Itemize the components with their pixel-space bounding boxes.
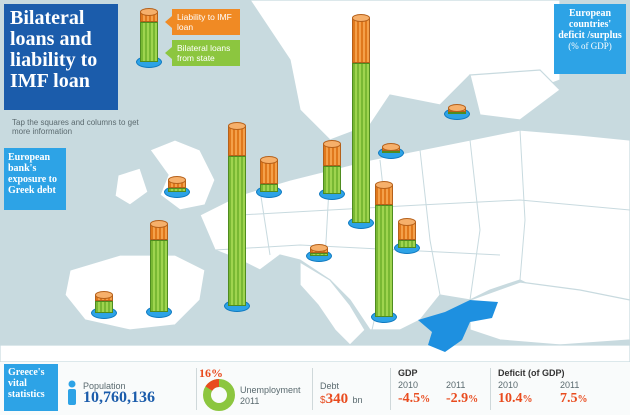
- deficit-2011-value: 7.5%: [560, 391, 588, 406]
- divider: [312, 368, 313, 410]
- country-column[interactable]: [136, 8, 162, 68]
- debt-label: Debt: [320, 381, 340, 391]
- map-uk[interactable]: [149, 139, 216, 211]
- deficit-gdp-label: Deficit (of GDP): [498, 368, 565, 378]
- country-column[interactable]: [306, 244, 332, 262]
- unemployment-label: Unemployment: [240, 385, 301, 395]
- deficit-unit: (% of GDP): [568, 41, 612, 51]
- map-africa[interactable]: [0, 344, 630, 363]
- country-column[interactable]: [146, 220, 172, 318]
- page-title: Bilateral loans and liability to IMF loa…: [4, 4, 118, 110]
- gdp-year-2011: 2011: [446, 380, 466, 390]
- person-icon: [68, 380, 76, 405]
- country-column[interactable]: [91, 291, 117, 319]
- map-ireland[interactable]: [114, 167, 149, 206]
- gdp-label: GDP: [398, 368, 418, 378]
- unemployment-year: 2011: [240, 396, 260, 406]
- gdp-2010-value: -4.5%: [398, 391, 431, 406]
- map-finland[interactable]: [469, 69, 561, 121]
- population-label: Population: [83, 381, 126, 391]
- divider: [196, 368, 197, 410]
- deficit-title: European countries' deficit /surplus: [558, 8, 622, 41]
- country-column[interactable]: [224, 122, 250, 312]
- debt-value: $340 bn: [320, 391, 363, 407]
- deficit-2010-value: 10.4%: [498, 391, 533, 406]
- deficit-surplus-button[interactable]: European countries' deficit /surplus (% …: [554, 4, 626, 74]
- legend-bilateral: Bilateral loans from state: [165, 40, 240, 66]
- vital-stats-heading: Greece's vital statistics: [4, 364, 58, 411]
- map-iberia[interactable]: [64, 254, 206, 331]
- unemployment-donut: [203, 379, 235, 411]
- country-column[interactable]: [371, 181, 397, 323]
- tap-hint: Tap the squares and columns to get more …: [12, 118, 139, 136]
- vital-stats-bar: [0, 362, 630, 415]
- divider: [490, 368, 491, 410]
- gdp-2011-value: -2.9%: [446, 391, 479, 406]
- map-scandinavia[interactable]: [249, 0, 561, 141]
- gdp-year-2010: 2010: [398, 380, 419, 390]
- deficit-year-2010: 2010: [498, 380, 519, 390]
- country-column[interactable]: [256, 156, 282, 198]
- divider: [390, 368, 391, 410]
- country-column[interactable]: [444, 104, 470, 120]
- bank-exposure-button[interactable]: European bank's exposure to Greek debt: [4, 148, 66, 210]
- map-turkey[interactable]: [469, 281, 630, 346]
- country-column[interactable]: [319, 140, 345, 200]
- country-column[interactable]: [394, 218, 420, 254]
- deficit-year-2011: 2011: [560, 380, 580, 390]
- country-column[interactable]: [164, 176, 190, 198]
- population-value: 10,760,136: [83, 389, 155, 406]
- legend-imf: Liability to IMF loan: [165, 9, 240, 35]
- unemployment-percent: 16%: [199, 366, 223, 380]
- map-greece[interactable]: [418, 300, 498, 352]
- country-column[interactable]: [378, 143, 404, 159]
- country-column[interactable]: [348, 14, 374, 229]
